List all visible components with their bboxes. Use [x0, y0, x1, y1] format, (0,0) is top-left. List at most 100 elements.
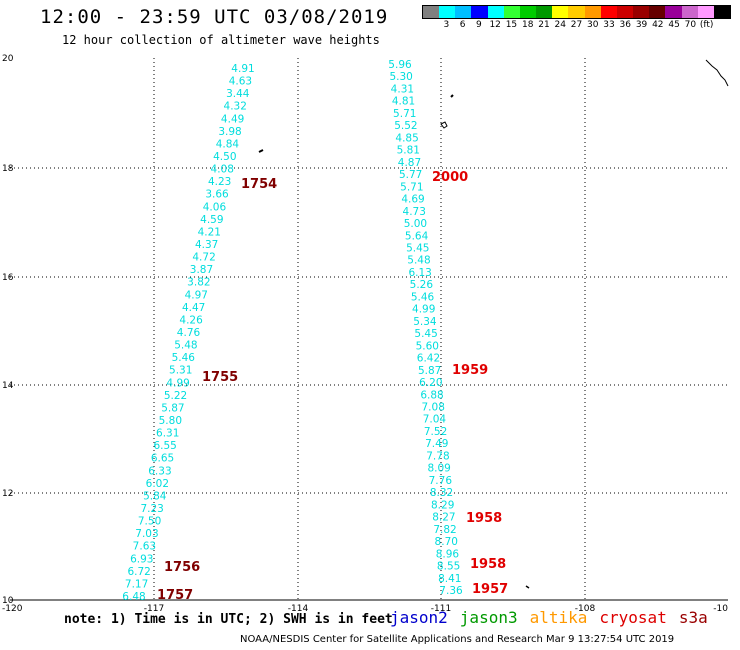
satellite-legend: jason2 jason3 altika cryosat s3a: [390, 608, 720, 627]
wave-height-value: 5.34: [413, 316, 437, 328]
time-label: 1958: [470, 557, 506, 572]
time-label: 1757: [157, 588, 193, 603]
wave-height-value: 3.66: [205, 189, 229, 201]
wave-height-value: 4.72: [192, 252, 215, 264]
units-note: note: 1) Time is in UTC; 2) SWH is in fe…: [64, 612, 393, 627]
wave-height-value: 4.81: [392, 96, 415, 108]
wave-height-value: 3.87: [190, 264, 213, 276]
wave-height-value: 4.49: [221, 113, 244, 125]
wave-height-value: 5.48: [174, 340, 197, 352]
wave-height-value: 5.60: [416, 340, 439, 352]
satellite-s3a: s3a: [678, 608, 708, 627]
x-tick-label: -114: [288, 604, 309, 614]
wave-height-value: 4.69: [401, 194, 424, 206]
legend-label: 18: [521, 20, 534, 30]
wave-height-value: 4.59: [200, 214, 223, 226]
wave-height-value: 8.09: [427, 463, 450, 475]
wave-height-value: 4.91: [231, 63, 254, 75]
wave-height-value: 4.37: [195, 239, 218, 251]
legend-swatch-17: [697, 6, 714, 18]
island-shape: [525, 585, 530, 589]
wave-height-value: 5.45: [406, 242, 429, 254]
wave-height-value: 5.48: [407, 255, 430, 267]
legend-label: 12: [489, 20, 501, 30]
wave-height-value: 8.96: [436, 548, 460, 560]
wave-height-value: 5.31: [169, 365, 192, 377]
wave-height-value: 5.80: [159, 415, 182, 427]
legend-label: 39: [635, 20, 648, 30]
y-tick-label: 20: [2, 54, 14, 64]
wave-height-value: 4.47: [182, 302, 205, 314]
wave-height-value: 5.71: [400, 181, 423, 193]
legend-label: 3: [443, 20, 450, 30]
legend-label: 21: [538, 20, 550, 30]
axis-tick-labels: -120 -117 -114 -111 -108 -10 20 18 16 14 12 10: [2, 54, 728, 614]
wave-height-value: 5.87: [161, 402, 184, 414]
wave-height-value: 4.21: [198, 226, 221, 238]
x-tick-label: -111: [431, 604, 451, 614]
wave-height-value: 8.70: [435, 536, 458, 548]
wave-height-value: 8.55: [437, 561, 460, 573]
wave-height-value: 3.98: [218, 126, 241, 138]
legend-label: 15: [505, 20, 518, 30]
legend-swatch-15: [665, 6, 682, 18]
wave-height-value: 4.85: [395, 132, 418, 144]
wave-height-value: 7.23: [140, 503, 163, 515]
wave-height-value: 8.41: [438, 573, 461, 585]
wave-height-value: 6.93: [130, 553, 153, 565]
legend-swatch-18: [713, 6, 730, 18]
wave-height-value: 5.22: [164, 390, 187, 402]
x-tick-label: -10: [713, 604, 728, 614]
wave-height-value: 8.27: [432, 512, 455, 524]
wave-height-value: 6.13: [408, 267, 431, 279]
wave-height-value: 4.73: [403, 206, 426, 218]
chart-subtitle: 12 hour collection of altimeter wave hei…: [62, 33, 380, 47]
x-tick-label: -108: [575, 604, 596, 614]
coastline: [258, 59, 729, 589]
legend-label: 33: [603, 20, 615, 30]
wave-height-value: 4.84: [216, 138, 240, 150]
wave-height-value: 6.31: [156, 428, 179, 440]
legend-label: 36: [619, 20, 632, 30]
y-tick-label: 18: [2, 164, 14, 174]
wave-height-value: 6.42: [417, 353, 440, 365]
legend-swatch-8: [552, 6, 569, 18]
wave-height-value: 5.46: [411, 291, 435, 303]
wave-height-value: 7.49: [425, 438, 448, 450]
time-label: 1958: [466, 511, 502, 526]
legend-labels: 3 6 9 12 15 18 21 24 27 30 33 36 39 42 45 70 (ft): [422, 19, 732, 31]
legend-swatch-13: [633, 6, 650, 18]
satellite-jason3: jason3: [459, 608, 518, 627]
legend-swatch-6: [519, 6, 537, 18]
legend-swatch-11: [600, 6, 617, 18]
legend-swatch-7: [536, 6, 553, 18]
wave-height-value: 4.97: [185, 289, 208, 301]
wave-height-value: 7.82: [433, 524, 456, 536]
wave-height-value: 7.78: [426, 450, 449, 462]
wave-height-value: 5.26: [410, 279, 434, 291]
wave-height-value: 7.52: [424, 426, 447, 438]
y-tick-label: 16: [2, 273, 14, 283]
wave-height-value: 5.77: [399, 169, 422, 181]
wave-height-value: 8.29: [431, 499, 454, 511]
time-labels: 1754 1755 1756 1757 2000 1959 1958 1958 1957: [157, 170, 508, 603]
wave-height-value: 3.44: [226, 88, 250, 100]
legend-swatch-14: [649, 6, 666, 18]
legend-swatch-0: [423, 6, 440, 18]
y-tick-label: 14: [2, 381, 14, 391]
wave-height-value: 4.50: [213, 151, 236, 163]
time-label: 1754: [241, 177, 277, 192]
wave-height-value: 5.64: [405, 230, 429, 242]
wave-height-value: 5.46: [172, 352, 196, 364]
wave-height-value: 4.63: [229, 76, 252, 88]
color-legend: 3 6 9 12 15 18 21 24 27 30 33 36 39 42 45 70 (ft): [422, 5, 732, 33]
wave-height-value: 4.99: [412, 304, 435, 316]
satellite-tracks: 4.914.633.444.324.493.984.844.504.084.23…: [122, 59, 463, 603]
wave-height-value: 6.65: [151, 453, 174, 465]
time-label: 1755: [202, 370, 238, 385]
x-tick-label: -120: [2, 604, 23, 614]
wave-height-value: 8.32: [430, 487, 453, 499]
wave-height-value: 5.45: [414, 328, 437, 340]
wave-height-value: 5.96: [388, 59, 412, 71]
